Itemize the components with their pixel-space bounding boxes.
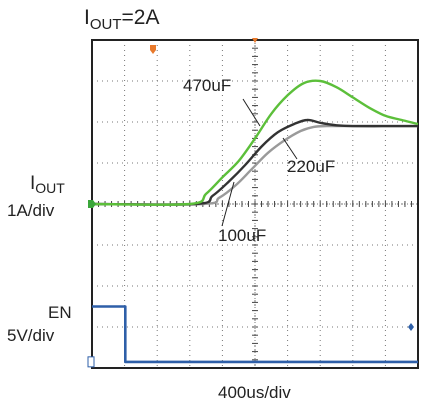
annotation-100uf: 100uF [218, 226, 267, 245]
ch1-ground-marker [88, 200, 96, 208]
annotation-220uf-leader [282, 137, 298, 160]
chart-title-sub: OUT [89, 16, 122, 33]
chart-title-suffix: =2A [121, 6, 160, 29]
chart-title-main: I [84, 6, 90, 29]
ch2-ground-marker [87, 356, 95, 368]
en-channel-scale: 5V/div [7, 326, 55, 345]
annotation-470uf-leader [242, 98, 261, 127]
iout-channel-name: IOUT [30, 173, 65, 196]
en-right-marker [408, 323, 414, 331]
trigger-position-marker [252, 38, 258, 43]
annotation-470uf: 470uF [183, 76, 232, 95]
x-axis-label: 400us/div [218, 383, 291, 402]
series-470uf-line [91, 79, 419, 206]
series-220uf-line [91, 118, 418, 206]
iout-channel-scale: 1A/div [7, 201, 55, 220]
annotation-220uf: 220uF [287, 157, 336, 176]
iout-name-main: I [30, 173, 36, 194]
chart-title: IOUT=2A [84, 6, 159, 33]
trigger-level-marker [150, 45, 156, 54]
series-en-line [92, 305, 418, 364]
annotation-100uf-leader [221, 181, 235, 227]
iout-name-sub: OUT [35, 180, 65, 196]
en-channel-name: EN [48, 303, 72, 322]
